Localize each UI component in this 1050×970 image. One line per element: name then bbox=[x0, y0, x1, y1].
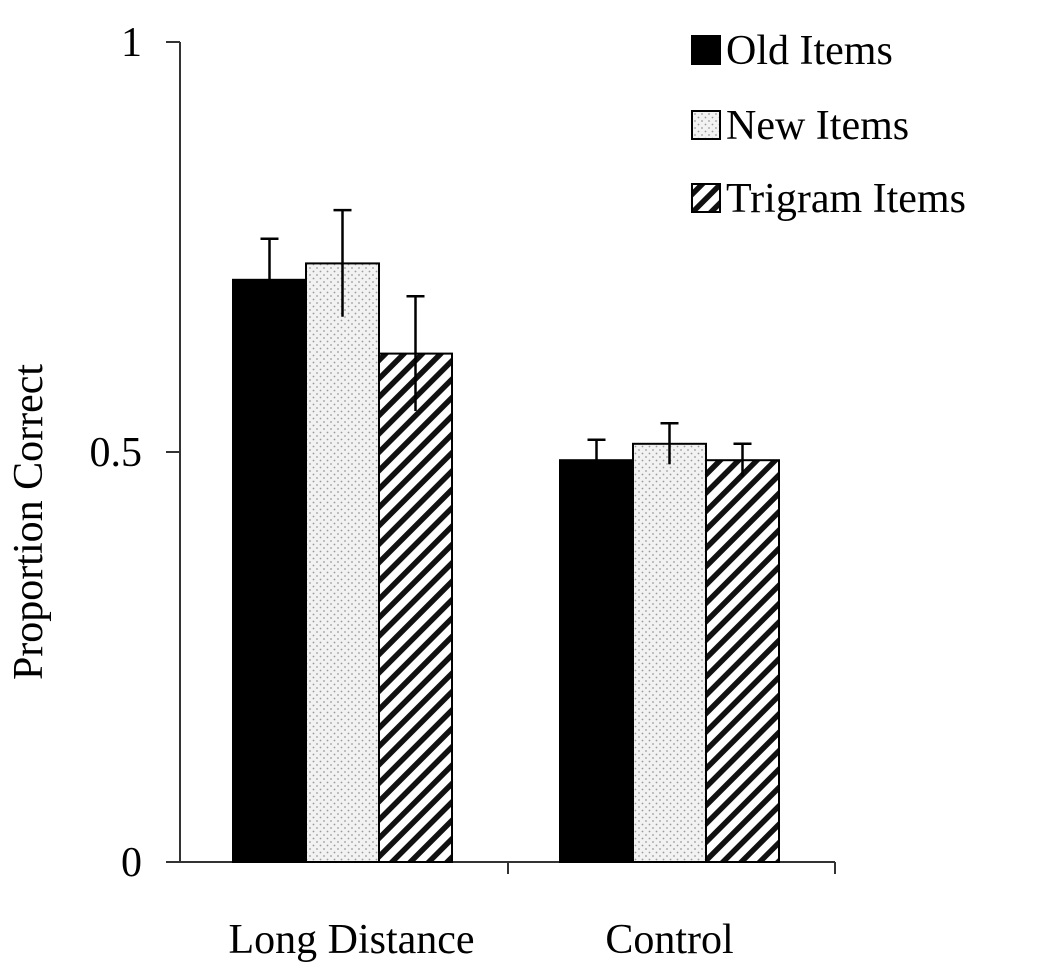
category-labels: Long Distance Control bbox=[228, 917, 733, 963]
bar bbox=[559, 459, 634, 863]
bar bbox=[378, 352, 453, 863]
bars bbox=[232, 262, 780, 863]
legend-label: Old Items bbox=[726, 28, 893, 74]
y-tick-label: 0.5 bbox=[90, 430, 143, 476]
y-tick-label: 1 bbox=[121, 20, 142, 66]
bar bbox=[305, 262, 380, 863]
legend-swatch bbox=[691, 183, 721, 213]
legend-swatch bbox=[691, 110, 721, 140]
bar bbox=[705, 459, 780, 863]
legend-swatch bbox=[691, 35, 721, 65]
x-category-label: Long Distance bbox=[228, 917, 474, 963]
x-category-label: Control bbox=[605, 917, 733, 963]
y-tick-label: 0 bbox=[121, 840, 142, 886]
legend-label: New Items bbox=[726, 103, 909, 149]
error-bars bbox=[260, 208, 752, 481]
legend-label: Trigram Items bbox=[726, 176, 966, 222]
legend: Old Items New Items Trigram Items bbox=[691, 28, 966, 222]
y-ticks: 00.51 bbox=[90, 20, 180, 886]
bar bbox=[232, 278, 307, 863]
y-axis-title: Proportion Correct bbox=[6, 364, 52, 680]
bar bbox=[632, 442, 707, 863]
